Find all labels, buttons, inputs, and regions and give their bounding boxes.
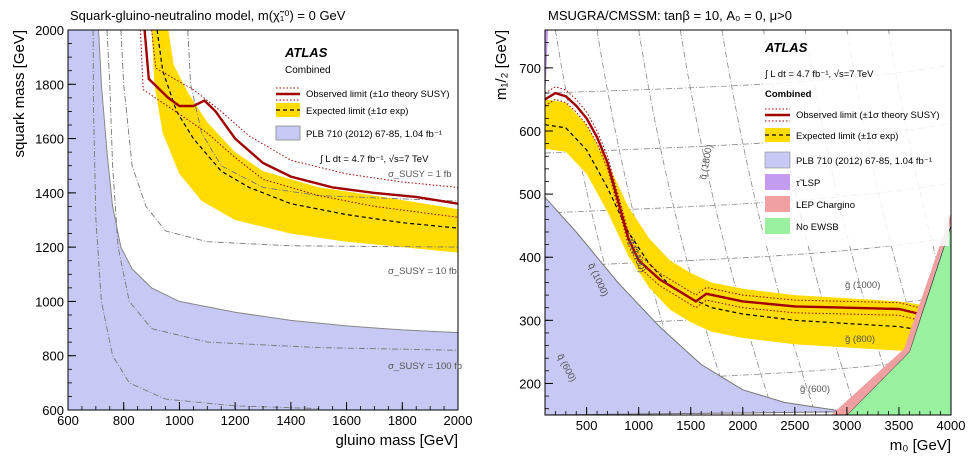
right-gluino-contour <box>545 123 951 154</box>
left-xsec-contour <box>120 30 458 248</box>
right-legend-header: Combined <box>765 89 812 100</box>
right-gluino-contour <box>545 64 951 94</box>
left-legend-brand: ATLAS <box>284 45 328 60</box>
right-legend-lep-swatch <box>765 196 790 212</box>
left-observed-minus-sigma <box>139 30 458 218</box>
right-x-tick-label: 1500 <box>676 418 705 433</box>
left-xsec-label-1fb: σ_SUSY = 1 fb <box>388 169 452 180</box>
left-y-label: squark mass [GeV] <box>11 30 28 158</box>
right-y-tick-label: 700 <box>519 61 541 76</box>
right-gluino-contour <box>545 182 951 214</box>
left-x-tick-label: 800 <box>113 413 135 428</box>
right-legend-lep: LEP Chargino <box>796 200 855 211</box>
right-y-label: m₁/₂ [GeV] <box>493 30 510 100</box>
left-x-tick-label: 2000 <box>444 413 473 428</box>
left-legend-expected: Expected limit (±1σ exp) <box>306 106 408 117</box>
right-frame <box>544 29 952 416</box>
left-plot-area <box>68 30 458 410</box>
right-legend-stau: τ̃ LSP <box>796 178 820 189</box>
left-y-tick-label: 1400 <box>35 186 64 201</box>
left-legend-prior: PLB 710 (2012) 67-85, 1.04 fb⁻¹ <box>306 129 442 140</box>
right-legend-prior-swatch <box>764 151 791 169</box>
left-cross-section-contours <box>92 30 458 410</box>
right-observed-minus-sigma <box>545 98 920 321</box>
right-y-tick-label: 600 <box>519 124 541 139</box>
left-legend: ATLAS Combined Observed limit (±1σ theor… <box>275 45 450 165</box>
left-legend-header: Combined <box>285 65 331 76</box>
right-legend-noewsb-swatch <box>765 218 790 234</box>
right-squark-contour <box>679 30 775 415</box>
left-xsec-contour <box>187 30 458 202</box>
right-x-tick-label: 3000 <box>832 418 861 433</box>
right-x-tick-label: 4000 <box>937 418 966 433</box>
left-x-tick-label: 1600 <box>332 413 361 428</box>
left-xsec-label-100fb: σ_SUSY = 100 fb <box>388 361 462 372</box>
left-y-tick-label: 1200 <box>35 240 64 255</box>
right-axes: 500 1000 1500 2000 2500 3000 3500 4000 200 300 400… <box>519 29 966 433</box>
right-legend-prior: PLB 710 (2012) 67-85, 1.04 fb⁻¹ <box>796 156 932 167</box>
left-expected-band <box>151 30 458 253</box>
right-legend-expected-swatch <box>765 128 790 142</box>
left-y-tick-label: 1800 <box>35 77 64 92</box>
left-observed-limit-line <box>143 30 458 205</box>
right-squark-contour <box>638 30 733 415</box>
right-observed-limit-line <box>545 91 921 316</box>
right-x-tick-label: 2500 <box>780 418 809 433</box>
left-legend-prior-swatch <box>275 125 301 141</box>
right-x-tick-label: 1000 <box>624 418 653 433</box>
left-x-tick-label: 1800 <box>388 413 417 428</box>
left-x-label: gluino mass [GeV] <box>335 432 458 449</box>
right-gluino-600-label: g̃ (600) <box>800 384 830 395</box>
right-observed-plus-sigma <box>545 86 920 309</box>
left-x-tick-label: 1000 <box>165 413 194 428</box>
right-y-tick-label: 200 <box>519 376 541 391</box>
right-legend-observed: Observed limit (±1σ theory SUSY) <box>796 110 940 121</box>
right-y-tick-label: 300 <box>519 313 541 328</box>
left-legend-lumi: ∫ L dt = 4.7 fb⁻¹, √s=7 TeV <box>319 154 429 165</box>
right-gluino-800-label: g̃ (800) <box>845 334 875 345</box>
right-x-label: m₀ [GeV] <box>890 437 951 454</box>
left-xsec-contour <box>106 30 458 351</box>
left-legend-expected-swatch <box>276 103 300 117</box>
right-title: MSUGRA/CMSSM: tanβ = 10, A₀ = 0, μ>0 <box>548 8 792 23</box>
right-prior-excluded-region <box>545 196 847 415</box>
right-y-tick-label: 500 <box>519 187 541 202</box>
right-squark-contour <box>721 30 817 415</box>
left-y-tick-label: 800 <box>42 349 64 364</box>
left-legend-observed: Observed limit (±1σ theory SUSY) <box>306 89 450 100</box>
right-legend-stau-swatch <box>765 174 790 190</box>
right-legend: ATLAS ∫ L dt = 4.7 fb⁻¹, √s=7 TeV Combin… <box>763 34 949 246</box>
left-x-tick-label: 1400 <box>276 413 305 428</box>
left-y-tick-label: 1000 <box>35 294 64 309</box>
right-legend-noewsb: No EWSB <box>796 222 839 233</box>
left-x-tick-label: 600 <box>57 413 79 428</box>
left-xsec-label-10fb: σ_SUSY = 10 fb <box>388 266 457 277</box>
left-axes: 600 800 1000 1200 1400 1600 1800 2000 600 800 1000… <box>35 23 472 428</box>
right-gluino-1000-label: g̃ (1000) <box>845 280 881 291</box>
right-x-tick-label: 500 <box>576 418 598 433</box>
left-y-tick-label: 2000 <box>35 23 64 38</box>
right-x-tick-label: 3500 <box>884 418 913 433</box>
right-x-tick-label: 2000 <box>728 418 757 433</box>
left-prior-excluded-region <box>68 30 458 410</box>
left-y-tick-label: 600 <box>42 403 64 418</box>
left-x-tick-label: 1200 <box>221 413 250 428</box>
left-observed-plus-sigma <box>151 30 458 188</box>
left-y-tick-label: 1600 <box>35 132 64 147</box>
right-y-tick-label: 400 <box>519 250 541 265</box>
left-panel: Squark-gluino-neutralino model, m(χ̃₁⁰) … <box>11 8 472 449</box>
right-legend-expected: Expected limit (±1σ exp) <box>796 131 898 142</box>
right-legend-brand: ATLAS <box>764 40 808 55</box>
right-legend-lumi: ∫ L dt = 4.7 fb⁻¹, √s=7 TeV <box>764 69 874 80</box>
left-xsec-contour <box>92 30 319 410</box>
right-expected-limit-line <box>545 124 920 331</box>
right-stau-lsp-region <box>545 30 549 94</box>
left-title: Squark-gluino-neutralino model, m(χ̃₁⁰) … <box>70 8 346 23</box>
right-expected-band <box>545 99 920 354</box>
right-panel: MSUGRA/CMSSM: tanβ = 10, A₀ = 0, μ>0 500… <box>493 8 966 454</box>
